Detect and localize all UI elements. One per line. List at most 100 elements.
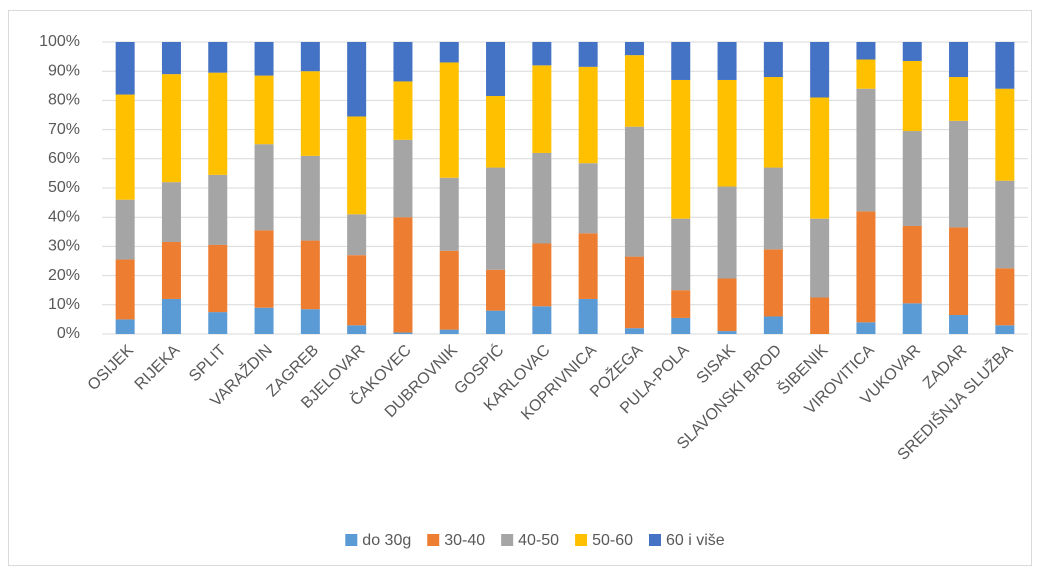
bar-segment <box>532 306 552 334</box>
bar-segment <box>115 199 135 260</box>
bar-segment <box>300 240 320 310</box>
bar-segment <box>486 310 506 334</box>
bar-segment <box>624 256 644 329</box>
bar-segment <box>161 74 181 183</box>
bar-segment <box>671 218 691 291</box>
bar-segment <box>532 42 552 66</box>
legend-swatch <box>501 534 514 546</box>
bar-segment <box>115 94 135 200</box>
bar-segment <box>578 42 598 67</box>
bar-segment <box>347 214 367 256</box>
bar-segment <box>486 96 506 168</box>
legend-swatch <box>575 534 588 546</box>
y-tick-label: 30% <box>48 238 80 255</box>
legend-label: 60 i više <box>666 532 725 549</box>
bar-segment <box>439 250 459 330</box>
bar-segment <box>856 322 876 334</box>
legend: do 30g 30-40 40-50 50-60 60 i više <box>345 532 725 549</box>
legend-swatch <box>427 534 440 546</box>
bar-segment <box>763 42 783 78</box>
bar-segment <box>254 307 274 334</box>
bar-segment <box>254 230 274 308</box>
bar-segment <box>578 233 598 299</box>
bar-segment <box>161 42 181 75</box>
bar-segment <box>856 59 876 89</box>
bar-segment <box>208 244 228 313</box>
bar-segment <box>532 243 552 307</box>
bar-segment <box>949 42 969 78</box>
bar-segment <box>347 116 367 215</box>
bar-segment <box>347 255 367 326</box>
legend-swatch <box>649 534 661 546</box>
bar-segment <box>810 42 830 98</box>
bar-segment <box>393 332 413 334</box>
y-tick-label: 50% <box>48 179 80 196</box>
bar-segment <box>949 315 969 334</box>
bar-segment <box>949 120 969 228</box>
bar-segment <box>810 97 830 219</box>
legend-item: 50-60 <box>575 532 633 549</box>
bar-segment <box>300 71 320 156</box>
y-tick-label: 70% <box>48 121 80 138</box>
bar-segment <box>671 290 691 318</box>
bar-segment <box>208 312 228 334</box>
bar-segment <box>347 325 367 334</box>
bar-segment <box>763 167 783 250</box>
bar-segment <box>856 42 876 60</box>
bar-segment <box>115 259 135 320</box>
bar-segment <box>578 298 598 334</box>
bar-segment <box>949 227 969 316</box>
y-tick-label: 100% <box>39 33 80 50</box>
bar-segment <box>208 72 228 175</box>
legend-label: 50-60 <box>592 532 633 549</box>
bar-segment <box>254 75 274 145</box>
y-tick-label: 40% <box>48 208 80 225</box>
bar-segment <box>347 42 367 117</box>
bar-segment <box>902 225 922 304</box>
bar-segment <box>439 177 459 251</box>
bar-segment <box>717 331 737 334</box>
bar-segment <box>995 42 1015 89</box>
bar-segment <box>300 309 320 334</box>
bar-segment <box>995 268 1015 326</box>
bar-segment <box>995 180 1015 269</box>
bar-segment <box>439 42 459 63</box>
bar-segment <box>115 42 135 95</box>
legend-label: 30-40 <box>444 532 485 549</box>
bar-segment <box>254 144 274 231</box>
legend-item: do 30g <box>345 532 411 549</box>
bar-segment <box>717 79 737 187</box>
bar-segment <box>995 88 1015 181</box>
bar-segment <box>486 269 506 311</box>
bar-segment <box>856 88 876 212</box>
bar-segment <box>810 218 830 298</box>
bar-segment <box>300 155 320 241</box>
bar-segment <box>763 249 783 317</box>
bar-segment <box>949 77 969 121</box>
bar-segment <box>578 66 598 164</box>
bar-segment <box>717 186 737 279</box>
bar-segment <box>717 278 737 332</box>
legend-item: 60 i više <box>649 532 725 549</box>
legend-swatch <box>345 534 358 546</box>
bar-segment <box>393 81 413 140</box>
bar-segment <box>624 328 644 334</box>
bar-segment <box>671 79 691 219</box>
bar-segment <box>763 77 783 168</box>
bar-segment <box>393 139 413 218</box>
bar-segment <box>902 131 922 226</box>
legend-item: 40-50 <box>501 532 559 549</box>
bar-segment <box>161 242 181 299</box>
bar-segment <box>902 60 922 132</box>
legend-label: do 30g <box>362 532 411 549</box>
bar-segment <box>902 42 922 61</box>
y-tick-label: 0% <box>57 325 80 342</box>
bar-segment <box>532 152 552 244</box>
bar-segment <box>393 42 413 82</box>
bar-segment <box>439 329 459 334</box>
bar-segment <box>486 167 506 270</box>
bar-segment <box>671 42 691 80</box>
bar-segment <box>624 126 644 257</box>
y-tick-label: 10% <box>48 296 80 313</box>
